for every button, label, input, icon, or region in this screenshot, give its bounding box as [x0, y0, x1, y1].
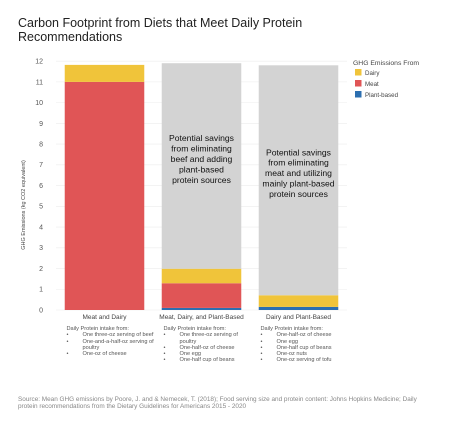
bar-meat: [161, 283, 242, 308]
category-label: Meat and Dairy: [82, 314, 127, 321]
intake-item: One-oz of cheese: [67, 351, 157, 358]
bar-dairy: [64, 64, 145, 82]
y-tick-label: 5: [39, 204, 43, 211]
legend-title: GHG Emissions From: [353, 60, 419, 67]
legend-swatch-plant-based: [355, 91, 362, 98]
y-tick-label: 0: [39, 307, 43, 314]
savings-annotation: Potential savings from eliminating meat an…: [262, 147, 334, 199]
y-tick-label: 11: [36, 79, 43, 86]
intake-note: Daily Protein intake from:One three-oz s…: [164, 326, 254, 364]
y-tick-label: 1: [39, 287, 43, 294]
y-tick-label: 8: [39, 141, 43, 148]
bar-meat: [64, 81, 145, 310]
y-tick-label: 6: [39, 183, 43, 190]
y-tick-label: 12: [35, 59, 43, 66]
source-note: Source: Mean GHG emissions by Poore, J. …: [18, 396, 417, 411]
legend: GHG Emissions From Dairy Meat Plant-based: [353, 60, 419, 99]
intake-item: One three-oz serving of beef: [67, 332, 157, 339]
y-tick-label: 7: [39, 162, 43, 169]
intake-item: One-oz nuts: [261, 351, 351, 358]
bars: [64, 63, 339, 310]
annotations: Potential savings from eliminating beef an…: [169, 133, 335, 199]
y-axis-label: GHG Emissions (kg CO2 equivalent): [21, 160, 27, 250]
intake-item: One-half cup of beans: [164, 357, 254, 364]
bar-plant-based: [258, 306, 339, 310]
bar-dairy: [161, 268, 242, 284]
legend-swatch-dairy: [355, 69, 362, 76]
legend-label-dairy: Dairy: [365, 70, 380, 77]
intake-heading: Daily Protein intake from:: [260, 326, 324, 332]
category-label: Dairy and Plant-Based: [266, 314, 331, 321]
bar-potential-savings: [258, 65, 339, 296]
intake-note: Daily Protein intake from:One-half-oz of…: [261, 326, 351, 364]
intake-item: One-half-oz of cheese: [164, 345, 254, 352]
chart-title: Carbon Footprint from Diets that Meet Da…: [18, 16, 303, 44]
intake-note: Daily Protein intake from:One three-oz s…: [66, 326, 157, 358]
savings-annotation: Potential savings from eliminating beef an…: [169, 133, 234, 185]
intake-item: One three-oz serving of poultry: [164, 332, 254, 345]
y-tick-label: 4: [39, 224, 43, 231]
y-tick-label: 10: [35, 100, 43, 107]
category-label: Meat, Dairy, and Plant-Based: [159, 314, 244, 321]
bar-potential-savings: [161, 63, 242, 269]
bar-dairy: [258, 295, 339, 307]
y-tick-label: 3: [39, 245, 43, 252]
intake-item: One-half cup of beans: [261, 345, 351, 352]
y-tick-label: 9: [39, 121, 43, 128]
intake-item: One-and-a-half-oz serving of poultry: [67, 339, 157, 352]
intake-item: One-half-oz of cheese: [261, 332, 351, 339]
y-tick-label: 2: [39, 266, 43, 273]
intake-item: One-oz serving of tofu: [261, 357, 351, 364]
intake-item: One egg: [261, 339, 351, 346]
intake-heading: Daily Protein intake from:: [66, 326, 130, 332]
intake-heading: Daily Protein intake from:: [163, 326, 227, 332]
bar-plant-based: [161, 307, 242, 310]
intake-item: One egg: [164, 351, 254, 358]
legend-label-meat: Meat: [365, 81, 379, 88]
legend-label-plant-based: Plant-based: [365, 92, 399, 99]
category-labels: Meat and Dairy Meat, Dairy, and Plant-Bas…: [82, 314, 331, 321]
legend-swatch-meat: [355, 80, 362, 87]
